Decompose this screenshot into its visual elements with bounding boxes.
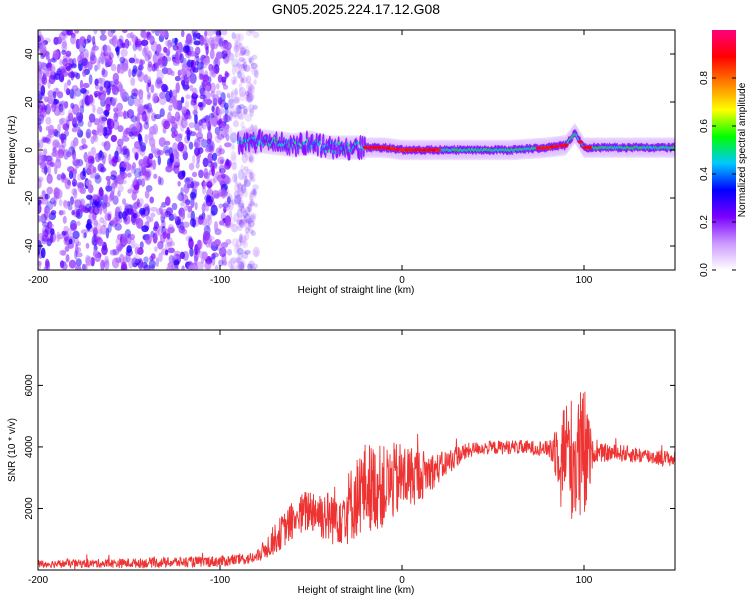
y-tick-label: 4000 [24, 435, 35, 458]
y-tick-label: -20 [24, 190, 35, 205]
spectrogram-image [38, 30, 675, 270]
colorbar-gradient [712, 30, 736, 270]
x-tick-label: -200 [28, 275, 48, 286]
x-tick-label: -100 [210, 275, 230, 286]
colorbar-tick-label: 0.8 [699, 71, 710, 85]
y-tick-label: 20 [24, 96, 35, 108]
x-tick-label: 100 [576, 275, 593, 286]
snr-x-axis-label: Height of straight line (km) [298, 585, 415, 596]
x-tick-label: -100 [210, 575, 230, 586]
colorbar-tick-label: 0.0 [699, 263, 710, 277]
snr-axes: -200 -100 0 100 2000 4000 6000 [24, 330, 675, 586]
y-tick-label: -40 [24, 238, 35, 253]
colorbar-tick-label: 0.2 [699, 215, 710, 229]
colorbar-label: Normalized spectral amplitude [737, 82, 748, 217]
snr-y-axis-label: SNR (10 * v/v) [7, 418, 18, 482]
spectrogram-y-axis-label: Frequency (Hz) [7, 116, 18, 185]
colorbar-tick-label: 0.4 [699, 167, 710, 181]
y-tick-label: 6000 [24, 374, 35, 397]
y-tick-label: 40 [24, 48, 35, 60]
x-tick-label: 100 [576, 575, 593, 586]
signal-band [237, 123, 675, 161]
colorbar-tick-label: 0.6 [699, 119, 710, 133]
noise-speckle [38, 30, 260, 270]
y-tick-label: 2000 [24, 497, 35, 520]
colorbar: 0.0 0.2 0.4 0.6 0.8 Normalized spectral ampl… [699, 30, 748, 277]
snr-frame [37, 329, 676, 571]
colorbar-ticks: 0.0 0.2 0.4 0.6 0.8 [699, 71, 736, 277]
x-tick-label: 0 [399, 575, 405, 586]
x-tick-label: -200 [28, 575, 48, 586]
snr-series-line [38, 391, 675, 570]
snr-panel: -200 -100 0 100 2000 4000 6000 Height of strai… [7, 329, 676, 596]
y-tick-label: 0 [24, 147, 35, 153]
spectrogram-x-axis-label: Height of straight line (km) [298, 285, 415, 296]
x-tick-label: 0 [399, 275, 405, 286]
figure-title: GN05.2025.224.17.12.G08 [272, 1, 440, 17]
